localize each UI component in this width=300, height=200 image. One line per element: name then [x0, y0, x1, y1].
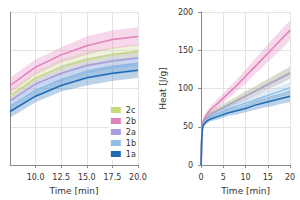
- svg-text:200: 200: [178, 8, 193, 17]
- svg-text:20.0: 20.0: [129, 173, 147, 182]
- svg-text:1b: 1b: [126, 139, 136, 148]
- svg-text:2c: 2c: [126, 106, 136, 115]
- svg-text:50: 50: [183, 122, 193, 131]
- svg-text:10.0: 10.0: [27, 173, 45, 182]
- svg-text:Time [min]: Time [min]: [220, 186, 270, 196]
- svg-text:2a: 2a: [126, 128, 136, 137]
- svg-text:15.0: 15.0: [78, 173, 96, 182]
- svg-text:17.5: 17.5: [103, 173, 121, 182]
- svg-text:100: 100: [178, 84, 193, 93]
- svg-text:15: 15: [263, 173, 273, 182]
- svg-text:1a: 1a: [126, 150, 136, 159]
- svg-text:0: 0: [199, 173, 204, 182]
- svg-text:10: 10: [240, 173, 250, 182]
- svg-text:5: 5: [221, 173, 226, 182]
- svg-text:Heat [J/g]: Heat [J/g]: [158, 67, 168, 110]
- svg-text:Time [min]: Time [min]: [49, 186, 99, 196]
- svg-text:12.5: 12.5: [52, 173, 70, 182]
- svg-text:150: 150: [178, 46, 193, 55]
- svg-text:20: 20: [285, 173, 295, 182]
- svg-text:0: 0: [188, 161, 193, 170]
- svg-text:2b: 2b: [126, 117, 136, 126]
